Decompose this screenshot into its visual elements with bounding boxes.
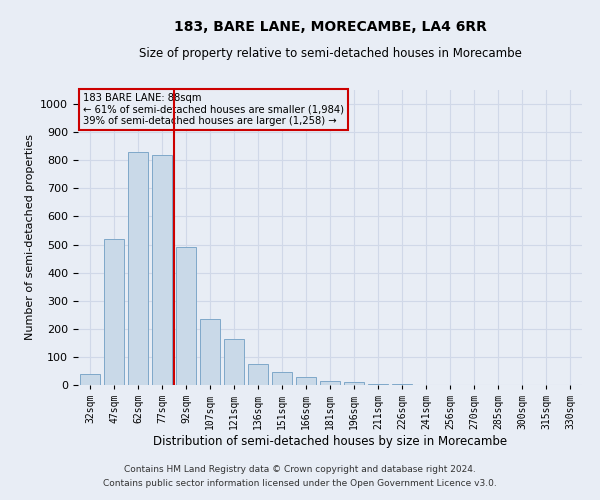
Bar xyxy=(176,248,196,385)
X-axis label: Distribution of semi-detached houses by size in Morecambe: Distribution of semi-detached houses by … xyxy=(153,435,507,448)
Bar xyxy=(248,364,268,385)
Bar xyxy=(152,154,172,385)
Bar xyxy=(392,384,412,385)
Bar xyxy=(320,381,340,385)
Y-axis label: Number of semi-detached properties: Number of semi-detached properties xyxy=(25,134,35,340)
Text: Contains HM Land Registry data © Crown copyright and database right 2024.
Contai: Contains HM Land Registry data © Crown c… xyxy=(103,466,497,487)
Bar xyxy=(296,376,316,385)
Bar xyxy=(80,374,100,385)
Text: 183 BARE LANE: 88sqm
← 61% of semi-detached houses are smaller (1,984)
39% of se: 183 BARE LANE: 88sqm ← 61% of semi-detac… xyxy=(83,93,344,126)
Bar xyxy=(224,338,244,385)
Text: 183, BARE LANE, MORECAMBE, LA4 6RR: 183, BARE LANE, MORECAMBE, LA4 6RR xyxy=(173,20,487,34)
Bar xyxy=(272,372,292,385)
Bar xyxy=(344,382,364,385)
Bar xyxy=(200,319,220,385)
Bar xyxy=(368,384,388,385)
Bar xyxy=(104,239,124,385)
Text: Size of property relative to semi-detached houses in Morecambe: Size of property relative to semi-detach… xyxy=(139,48,521,60)
Bar xyxy=(128,152,148,385)
